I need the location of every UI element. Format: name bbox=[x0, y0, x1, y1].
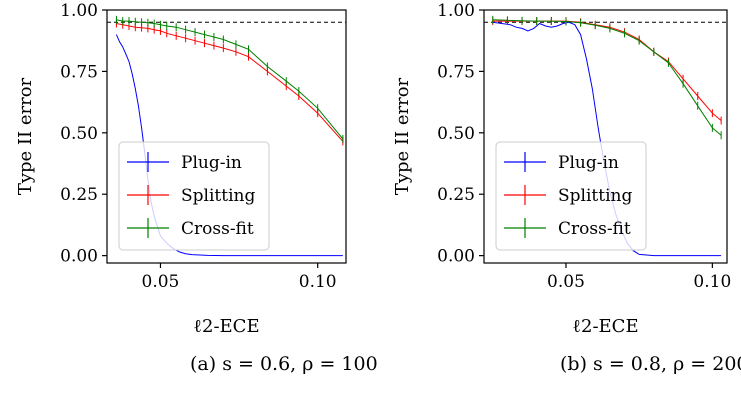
y-tick-label: 0.75 bbox=[60, 62, 98, 82]
x-tick-label: 0.10 bbox=[693, 272, 731, 292]
panel-caption: (b) s = 0.8, ρ = 200 bbox=[560, 353, 741, 375]
series-line-crossfit bbox=[116, 19, 344, 140]
chart-panel-b: 0.00 0.25 0.50 0.75 1.00 0.05 0.10 Type II erro… bbox=[392, 1, 741, 375]
y-tick-label: 0.50 bbox=[60, 124, 98, 144]
y-tick-label: 0.75 bbox=[437, 62, 475, 82]
y-tick-label: 0.00 bbox=[437, 247, 475, 267]
series-line-plugin bbox=[492, 21, 722, 257]
legend-box bbox=[495, 141, 647, 251]
plot-frame bbox=[106, 9, 347, 264]
x-axis-label: ℓ2-ECE bbox=[193, 316, 259, 337]
legend-label: Plug-in bbox=[181, 153, 242, 173]
x-tick-label: 0.10 bbox=[299, 272, 337, 292]
x-tick-label: 0.05 bbox=[142, 272, 180, 292]
chart-panel-a: 0.00 0.25 0.50 0.75 1.00 0.05 0.10 Type II erro… bbox=[15, 1, 378, 375]
legend-label: Cross-fit bbox=[181, 219, 254, 239]
x-tick-label: 0.05 bbox=[547, 272, 585, 292]
legend-label: Plug-in bbox=[558, 153, 619, 173]
legend-label: Cross-fit bbox=[558, 219, 631, 239]
series-line-splitting bbox=[116, 23, 344, 142]
series-line-crossfit bbox=[492, 19, 722, 136]
y-axis-label: Type II error bbox=[392, 77, 413, 195]
y-tick-label: 0.00 bbox=[60, 247, 98, 267]
legend-box bbox=[118, 141, 270, 251]
y-axis-label: Type II error bbox=[15, 77, 36, 195]
y-tick-label: 0.25 bbox=[437, 185, 475, 205]
series-line-splitting bbox=[492, 20, 722, 121]
y-tick-label: 1.00 bbox=[437, 1, 475, 21]
plot-frame bbox=[483, 9, 728, 264]
y-tick-label: 0.50 bbox=[437, 124, 475, 144]
panel-caption: (a) s = 0.6, ρ = 100 bbox=[190, 353, 378, 375]
legend-label: Splitting bbox=[558, 186, 632, 206]
legend-label: Splitting bbox=[181, 186, 255, 206]
x-axis-label: ℓ2-ECE bbox=[572, 316, 638, 337]
y-tick-label: 0.25 bbox=[60, 185, 98, 205]
y-tick-label: 1.00 bbox=[60, 1, 98, 21]
